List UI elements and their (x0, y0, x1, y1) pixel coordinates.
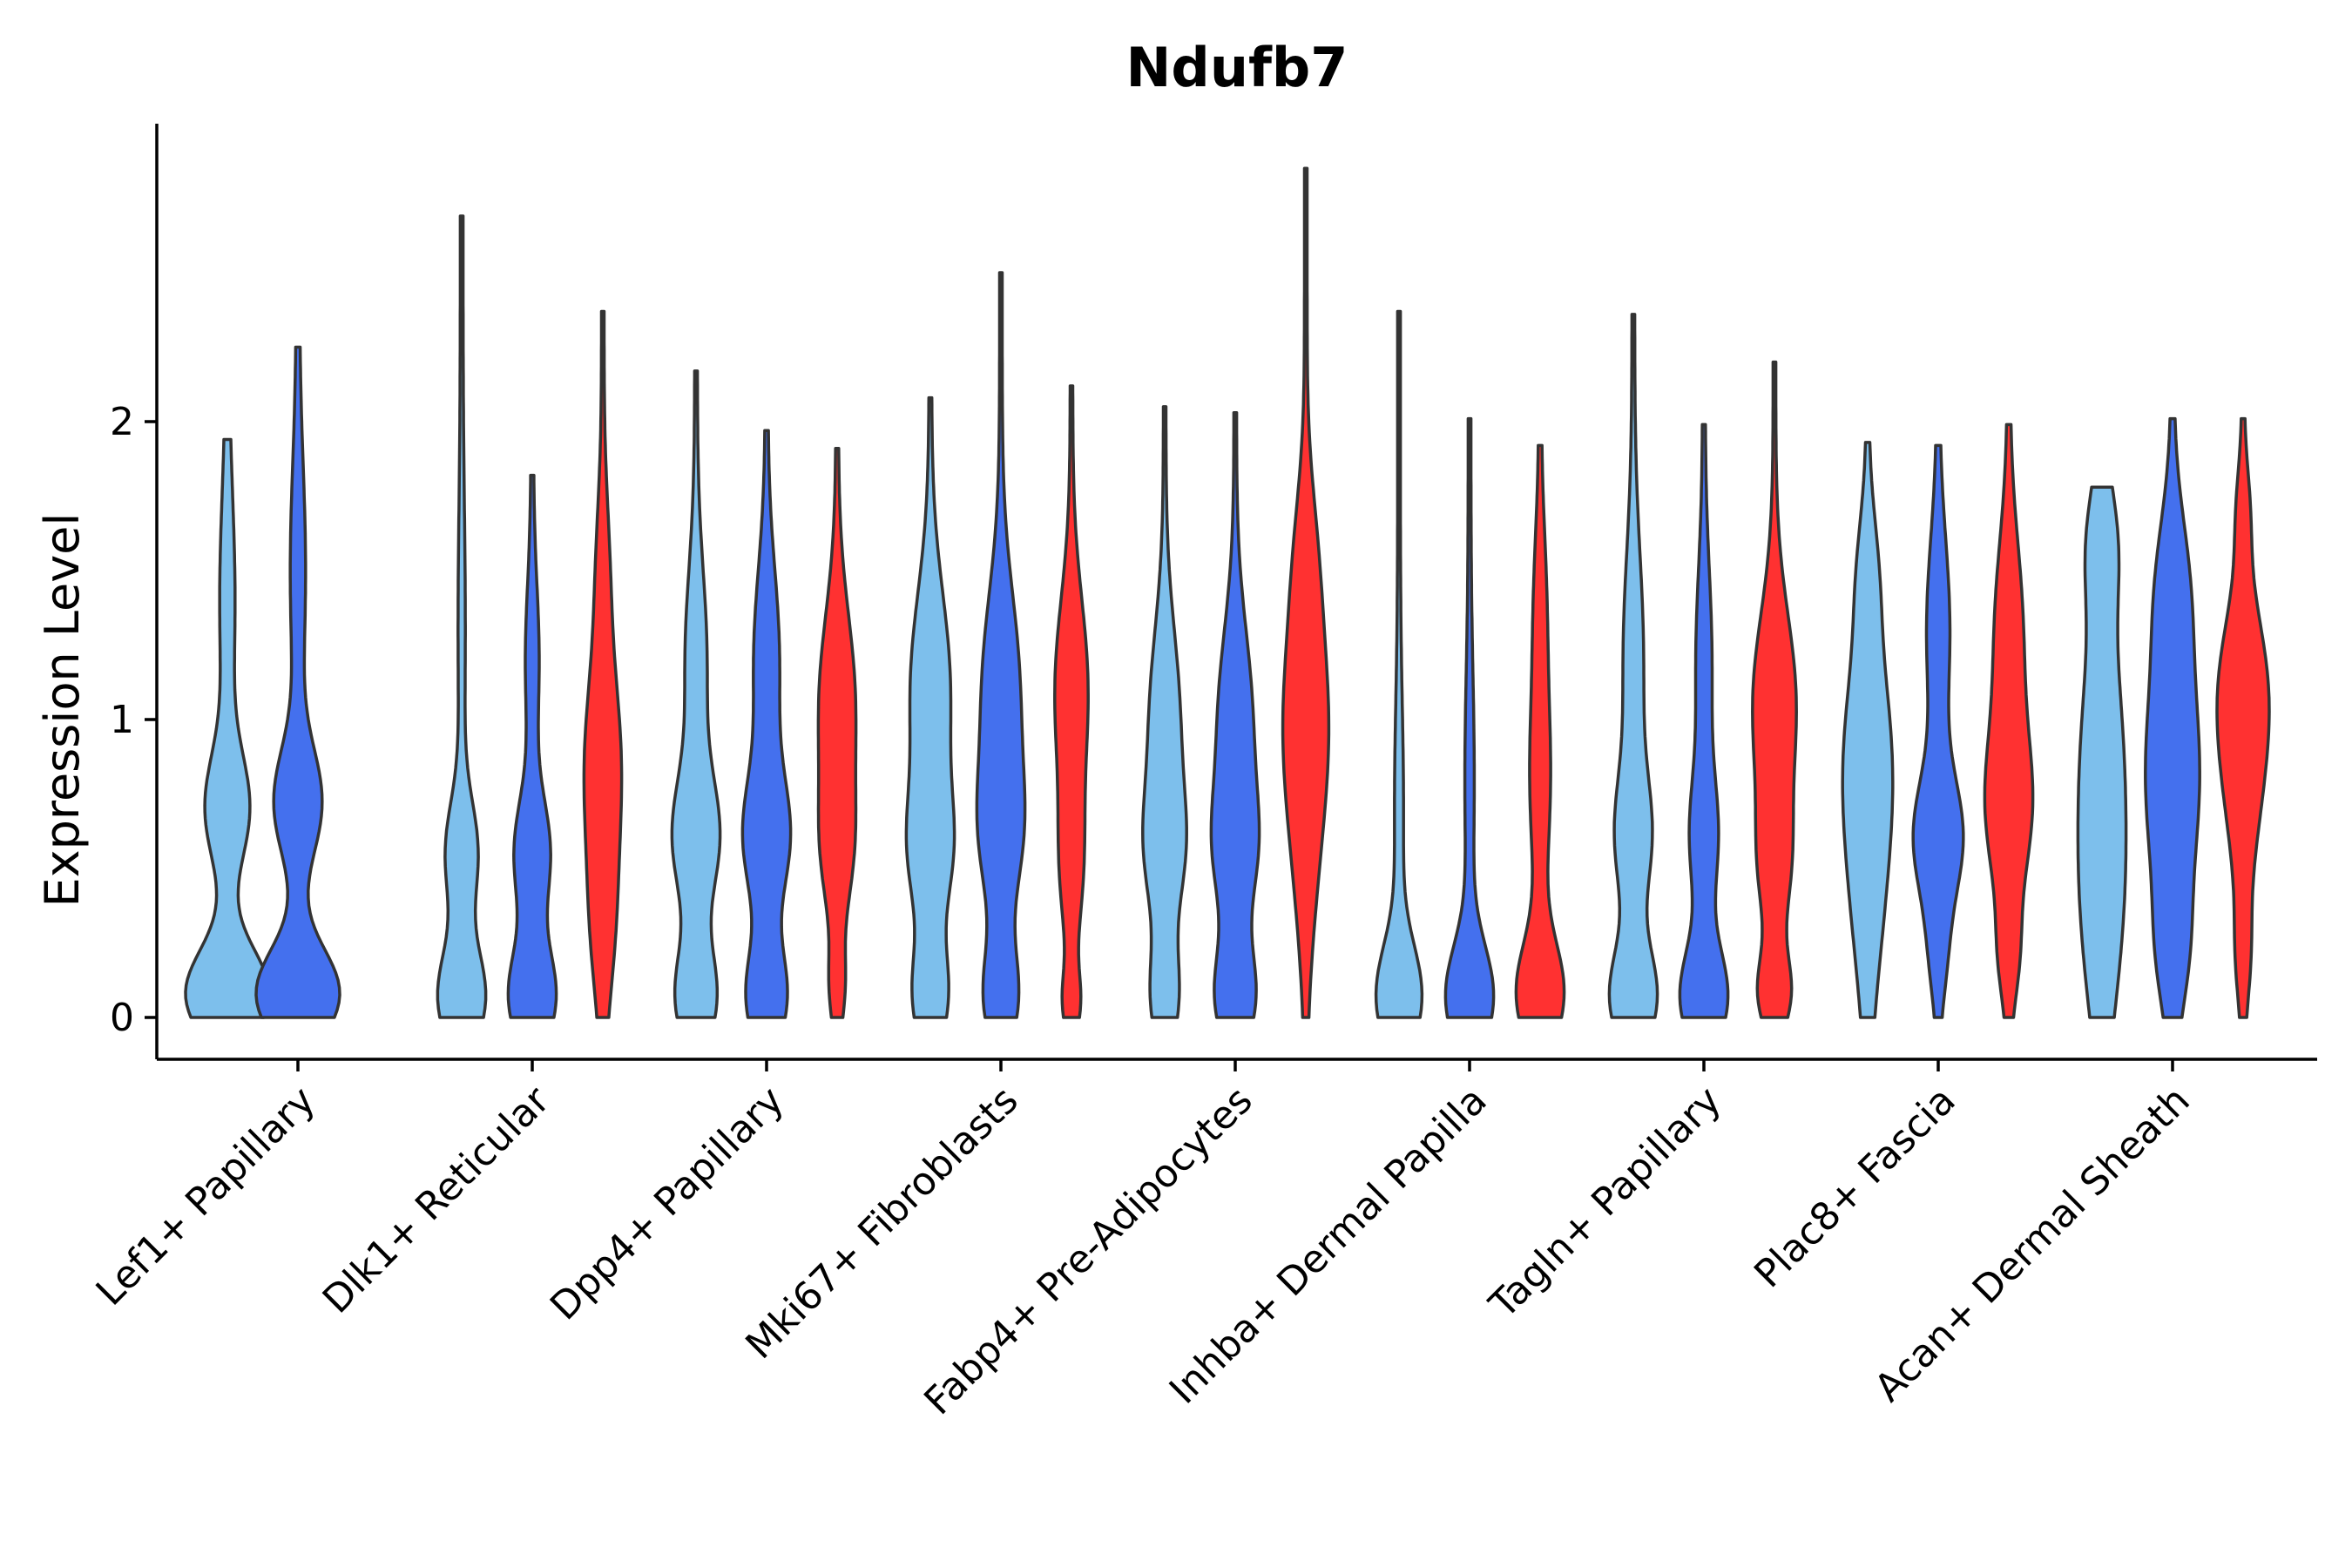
violin-6-2 (1443, 416, 1496, 1019)
violin-1-2 (254, 345, 341, 1019)
violin-9-3 (2215, 416, 2271, 1019)
violin-6-3 (1514, 443, 1566, 1019)
chart-title: Ndufb7 (1126, 36, 1348, 99)
x-tick-label-7: Plac8+ Fascia (1746, 1078, 1964, 1297)
y-tick-label-2: 2 (110, 400, 134, 444)
violin-8-1 (1841, 441, 1895, 1019)
violin-3-3 (816, 447, 858, 1019)
violin-2-3 (582, 309, 624, 1019)
y-tick-label-1: 1 (110, 698, 134, 742)
violin-4-2 (975, 271, 1027, 1019)
x-tick-label-2: Dpp4+ Papillary (542, 1078, 793, 1329)
violins-layer (184, 166, 2271, 1019)
y-tick-label-0: 0 (110, 996, 134, 1040)
violin-2-2 (506, 473, 558, 1019)
violin-6-1 (1374, 309, 1424, 1019)
y-axis: 0 1 2 (110, 124, 159, 1059)
violin-4-3 (1053, 384, 1090, 1019)
x-tick-label-6: Tagln+ Papillary (1481, 1078, 1730, 1328)
violin-3-1 (670, 369, 722, 1019)
x-tick-label-0: Lef1+ Papillary (88, 1078, 324, 1315)
violin-7-1 (1607, 313, 1659, 1019)
violin-7-3 (1751, 360, 1798, 1019)
violin-2-1 (436, 214, 488, 1019)
violin-8-2 (1911, 443, 1965, 1019)
violin-7-2 (1678, 422, 1730, 1019)
y-axis-label: Expression Level (35, 513, 90, 908)
violin-9-1 (2076, 485, 2128, 1019)
violin-5-1 (1141, 405, 1188, 1019)
x-tick-label-1: Dlk1+ Reticular (314, 1078, 559, 1322)
violin-5-3 (1281, 166, 1331, 1019)
violin-5-2 (1209, 410, 1261, 1019)
violin-4-1 (904, 395, 956, 1019)
violin-8-3 (1983, 422, 2035, 1019)
violin-3-2 (740, 429, 793, 1019)
violin-9-2 (2144, 416, 2201, 1019)
violin-1-1 (184, 437, 271, 1019)
